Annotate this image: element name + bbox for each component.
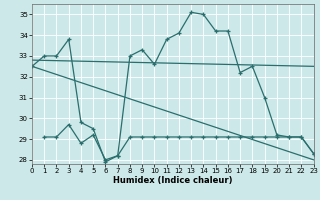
X-axis label: Humidex (Indice chaleur): Humidex (Indice chaleur)	[113, 176, 233, 185]
